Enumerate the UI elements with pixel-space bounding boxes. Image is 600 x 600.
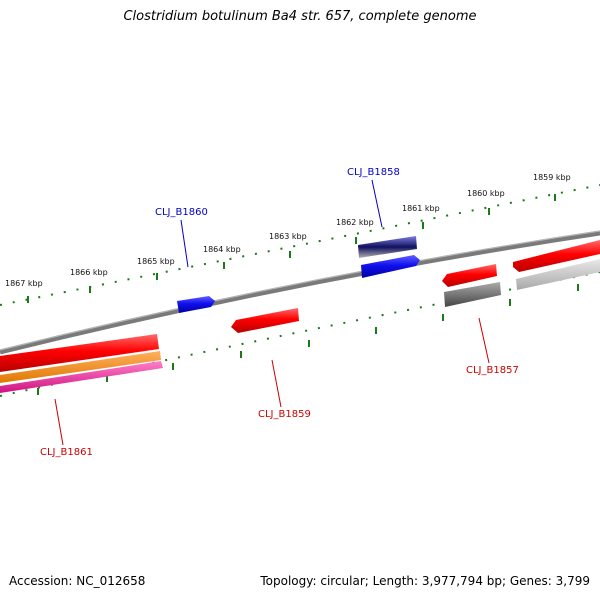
gene-feature-clj-b1857[interactable] (442, 264, 497, 287)
gene-label-clj-b1860[interactable]: CLJ_B1860 (155, 207, 208, 218)
gene-label-clj-b1861[interactable]: CLJ_B1861 (40, 447, 93, 458)
scale-label: 1863 kbp (269, 232, 307, 241)
genome-backbone (0, 230, 600, 355)
leader-clj-b1857 (478, 317, 490, 364)
gene-feature-track-navy[interactable] (358, 236, 417, 258)
scale-label: 1859 kbp (533, 173, 571, 182)
gene-label-clj-b1858[interactable]: CLJ_B1858 (347, 167, 400, 178)
scale-label: 1860 kbp (467, 189, 505, 198)
gene-label-clj-b1857[interactable]: CLJ_B1857 (466, 365, 519, 376)
leader-clj-b1859 (271, 359, 282, 408)
scale-label: 1864 kbp (203, 245, 241, 254)
gene-feature-clj-b1858[interactable] (361, 255, 420, 278)
gene-feature-orange-track[interactable] (0, 351, 161, 383)
genome-summary-text: Topology: circular; Length: 3,977,794 bp… (260, 574, 590, 588)
gene-feature-clj-b1859[interactable] (231, 308, 299, 333)
gene-feature-red-upper-right[interactable] (513, 240, 600, 272)
outer-major-ticks (27, 194, 556, 303)
scale-label: 1862 kbp (336, 218, 374, 227)
gene-feature-clj-b1860[interactable] (177, 296, 215, 313)
accession-text: Accession: NC_012658 (9, 574, 146, 588)
map-title: Clostridium botulinum Ba4 str. 657, comp… (123, 9, 477, 24)
gene-feature-clj-b1861[interactable] (0, 334, 159, 372)
leader-clj-b1858 (371, 179, 383, 228)
gene-feature-light-right[interactable] (516, 259, 600, 290)
scale-labels: 1867 kbp 1866 kbp 1865 kbp 1864 kbp 1863… (5, 173, 571, 288)
scale-label: 1867 kbp (5, 279, 43, 288)
gene-feature-pink-track[interactable] (0, 361, 163, 393)
scale-label: 1866 kbp (70, 268, 108, 277)
scale-label: 1865 kbp (137, 257, 175, 266)
gene-feature-gray-1857[interactable] (444, 282, 501, 307)
leader-clj-b1860 (180, 219, 189, 268)
gene-label-clj-b1859[interactable]: CLJ_B1859 (258, 409, 311, 420)
leader-clj-b1861 (54, 398, 64, 446)
scale-label: 1861 kbp (402, 204, 440, 213)
